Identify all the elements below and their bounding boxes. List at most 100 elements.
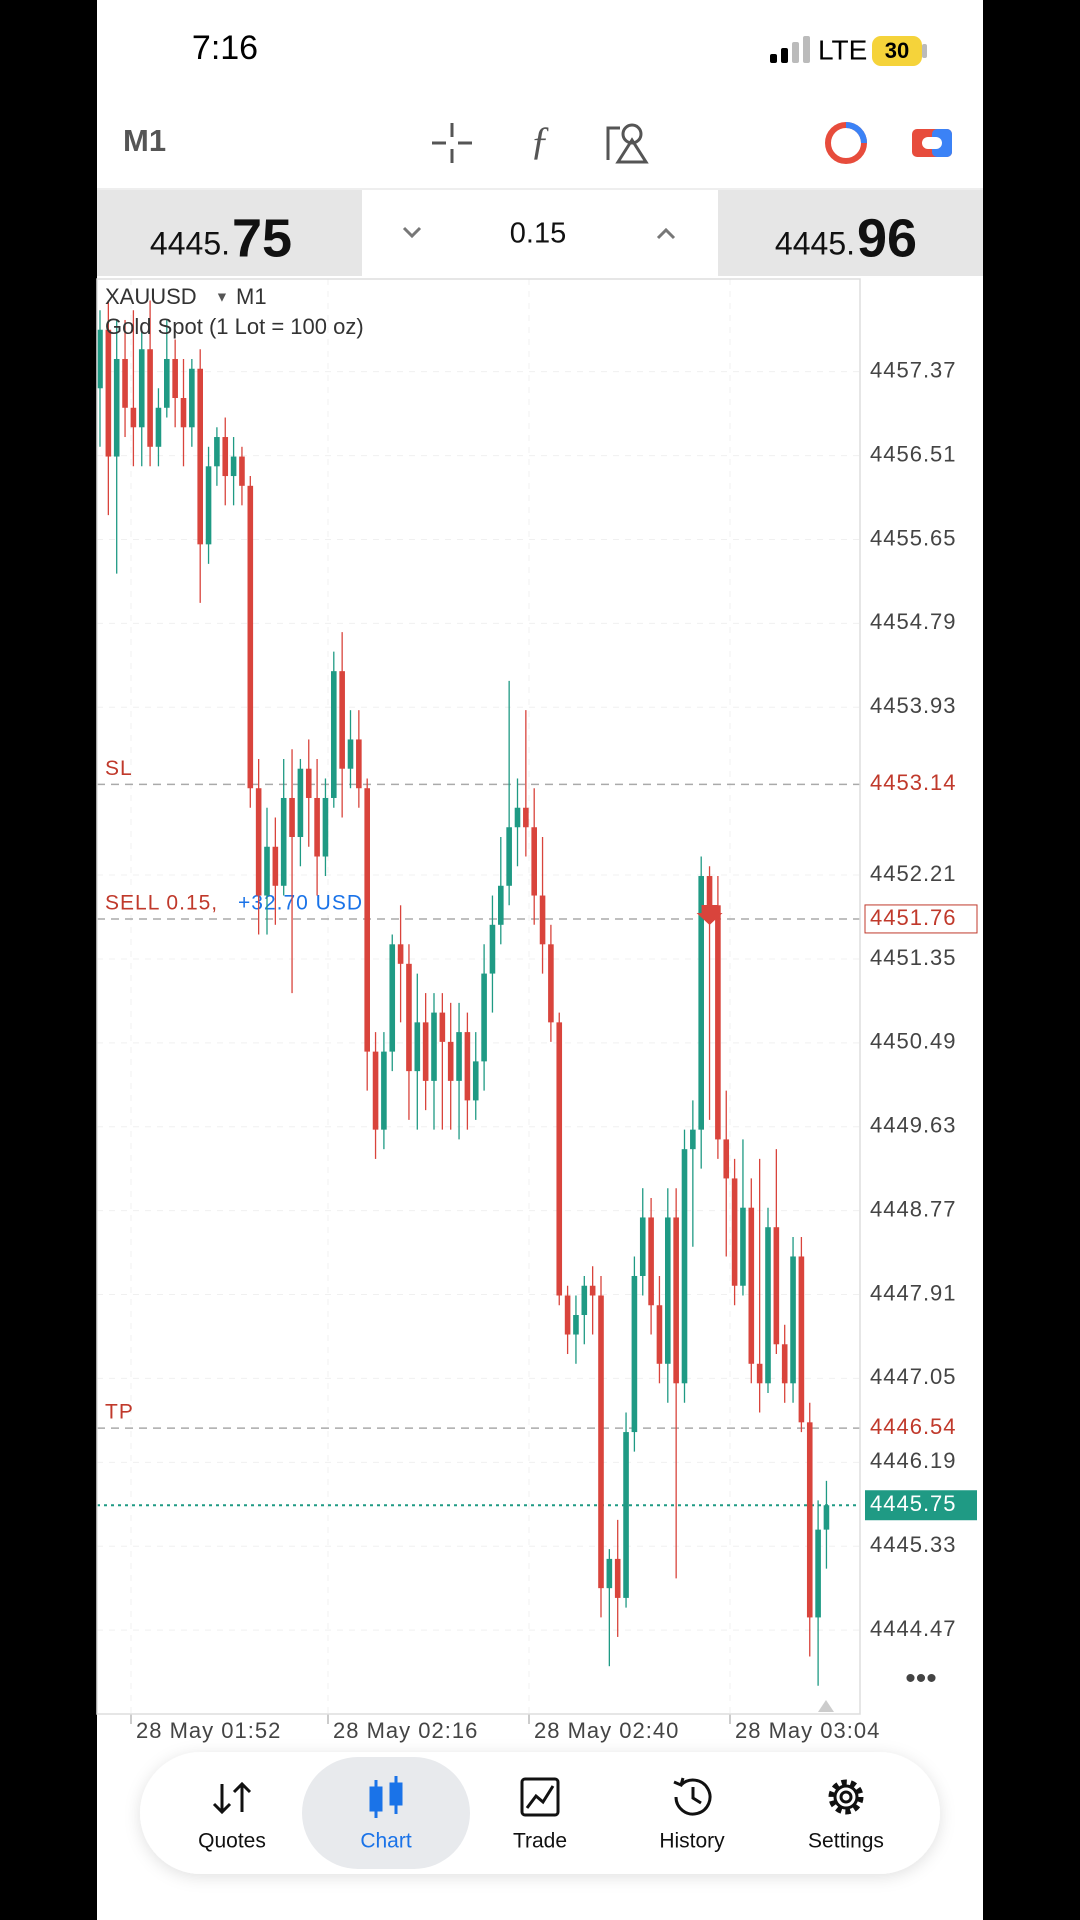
candle-body	[372, 1051, 379, 1130]
candle-body	[790, 1256, 796, 1384]
crosshair-button[interactable]	[432, 123, 472, 163]
candle-body	[189, 368, 195, 428]
candle-body	[264, 846, 270, 896]
price-tick-label: 4454.79	[870, 609, 957, 634]
trade-button[interactable]	[912, 129, 952, 157]
candle-body	[823, 1505, 830, 1530]
nav-label[interactable]: History	[659, 1830, 725, 1853]
nav-label[interactable]: Chart	[360, 1830, 412, 1853]
candle-body	[205, 466, 212, 545]
candle-body	[489, 924, 496, 974]
candle-body	[138, 349, 145, 428]
candle-body	[147, 349, 153, 447]
chart-timeframe: M1	[236, 284, 267, 309]
nav-bar	[140, 1752, 940, 1874]
candle-body	[598, 1295, 604, 1589]
candle-body	[289, 797, 295, 838]
order-price: 4451.76	[870, 905, 957, 930]
candle-body	[506, 827, 512, 886]
nav-selected	[302, 1757, 470, 1869]
candle-body	[798, 1256, 805, 1423]
candle-body	[564, 1295, 571, 1335]
chart-icon[interactable]	[369, 1776, 403, 1818]
sell-price-digits: 75	[232, 208, 292, 268]
candle-body	[731, 1178, 738, 1286]
candle-body	[255, 788, 262, 896]
take_profit-label: TP	[105, 1401, 134, 1424]
candle-body	[631, 1275, 638, 1433]
candle-body	[314, 797, 320, 857]
candle-body	[681, 1149, 688, 1384]
candle-body	[472, 1061, 479, 1101]
candle-body	[239, 456, 245, 486]
history-icon[interactable]	[673, 1777, 712, 1816]
candle-body	[230, 456, 237, 477]
account-button[interactable]	[825, 122, 867, 164]
lot-decrease[interactable]	[402, 226, 422, 239]
candle-body	[548, 944, 554, 1023]
candle-body	[180, 398, 187, 428]
candle-body	[431, 1012, 437, 1081]
sell-button[interactable]	[97, 190, 362, 276]
lot-increase[interactable]	[656, 227, 676, 240]
nav-label[interactable]: Trade	[513, 1830, 567, 1853]
candle-body	[322, 797, 329, 857]
candle-body	[765, 1227, 771, 1384]
candle-body	[381, 1051, 387, 1130]
price-tick-label: 4452.21	[870, 861, 957, 886]
take-profit-price: 4446.54	[870, 1414, 957, 1439]
candle-body	[389, 944, 396, 1052]
candle-body	[581, 1285, 588, 1316]
settings-icon[interactable]	[828, 1779, 864, 1815]
quotes-icon[interactable]	[212, 1781, 252, 1815]
price-tick-label: 4455.65	[870, 525, 957, 550]
bid-price-box	[865, 1490, 977, 1521]
candle-body	[698, 876, 704, 1130]
price-tick-label: 4445.33	[870, 1532, 957, 1557]
candle-body	[648, 1217, 654, 1306]
price-tick-label: 4457.37	[870, 357, 957, 382]
price-tick-label: 4448.77	[870, 1196, 957, 1221]
candle-body	[105, 329, 112, 457]
candle-body	[481, 973, 487, 1062]
candle-body	[280, 797, 287, 886]
chart: 28 May 01:52 28 May 02:16 28 May 02:40 28 M…	[97, 279, 978, 1743]
candle-body	[397, 944, 404, 964]
candle-body	[706, 876, 713, 906]
buy-button[interactable]	[718, 190, 983, 276]
candle-body	[556, 1022, 563, 1296]
more-button[interactable]: •••	[905, 1662, 937, 1695]
candle-body	[464, 1032, 471, 1101]
sell-price-prefix: 4445.	[150, 225, 230, 261]
order-price-box	[864, 904, 978, 934]
candle-body	[214, 437, 220, 467]
indicators-button[interactable]: ƒ	[530, 118, 550, 163]
candle-body	[347, 739, 354, 769]
stop_loss-label: SL	[105, 757, 133, 780]
nav-label[interactable]: Settings	[808, 1830, 884, 1853]
network: LTE	[818, 34, 867, 65]
price-tick-label: 4456.51	[870, 441, 957, 466]
trade-icon[interactable]	[520, 1777, 560, 1817]
candle-body	[164, 358, 170, 408]
candle-body	[806, 1422, 813, 1618]
plot-area	[97, 279, 860, 1714]
candle-body	[272, 846, 279, 886]
price-tick-label: 4449.63	[870, 1113, 957, 1138]
buy-price-digits: 96	[857, 208, 917, 268]
lot-size[interactable]: 0.15	[510, 218, 566, 250]
order-profit: +32.70 USD	[238, 891, 363, 914]
candle-body	[673, 1217, 679, 1384]
candle-body	[439, 1012, 446, 1042]
nav-label[interactable]: Quotes	[198, 1830, 266, 1853]
candle-body	[197, 368, 203, 545]
candle-body	[773, 1227, 780, 1345]
candle-body	[172, 358, 178, 399]
candle-body	[665, 1217, 671, 1364]
timeframe-button[interactable]: M1	[123, 123, 166, 158]
objects-button[interactable]	[606, 123, 649, 164]
candle-body	[406, 963, 412, 1072]
price-tick-label: 4447.05	[870, 1364, 957, 1389]
candle-body	[531, 827, 537, 896]
